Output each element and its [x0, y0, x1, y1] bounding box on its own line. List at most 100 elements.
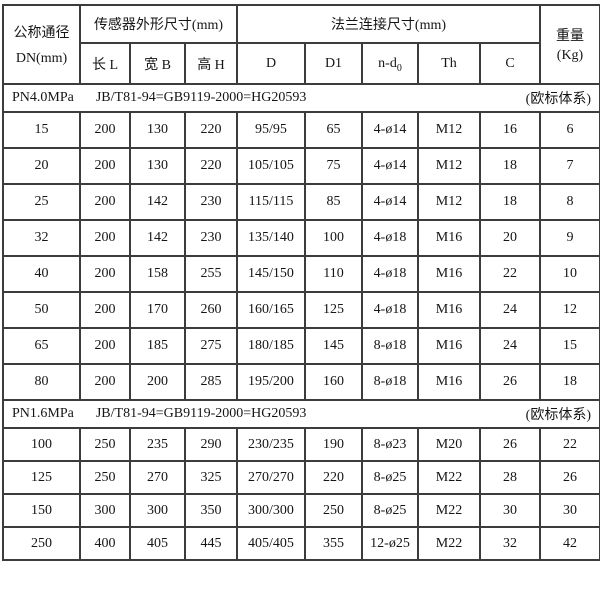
- cell-dn: 100: [2, 427, 81, 462]
- cell-c: 18: [479, 183, 541, 221]
- pressure-rating: PN4.0MPa: [12, 90, 74, 105]
- cell-n-d0: 8-ø25: [361, 493, 419, 528]
- cell-height-h: 230: [184, 219, 238, 257]
- cell-n-d0: 8-ø18: [361, 363, 419, 401]
- cell-c: 26: [479, 427, 541, 462]
- cell-d1: 145: [304, 327, 363, 365]
- cell-width-b: 130: [129, 147, 186, 185]
- cell-d: 180/185: [236, 327, 306, 365]
- cell-c: 18: [479, 147, 541, 185]
- cell-width-b: 158: [129, 255, 186, 293]
- cell-dn: 32: [2, 219, 81, 257]
- cell-c: 24: [479, 291, 541, 329]
- cell-c: 16: [479, 111, 541, 149]
- header-c: C: [479, 42, 541, 85]
- cell-n-d0: 4-ø14: [361, 111, 419, 149]
- cell-d1: 65: [304, 111, 363, 149]
- cell-height-h: 285: [184, 363, 238, 401]
- header-d: D: [236, 42, 306, 85]
- cell-weight-kg: 8: [539, 183, 600, 221]
- cell-dn: 125: [2, 460, 81, 495]
- table-row: 20 200 130 220 105/105 75 4-ø14 M12 18 7: [2, 147, 600, 185]
- table-row: 80 200 200 285 195/200 160 8-ø18 M16 26 18: [2, 363, 600, 401]
- cell-height-h: 260: [184, 291, 238, 329]
- cell-width-b: 142: [129, 183, 186, 221]
- section-line: PN4.0MPa JB/T81-94=GB9119-2000=HG20593 (欧标…: [5, 88, 598, 108]
- header-sub-row: 长 L 宽 B 高 H D D1 n-d0 Th C: [3, 42, 600, 85]
- section-row: PN4.0MPa JB/T81-94=GB9119-2000=HG20593 (欧标…: [2, 83, 600, 113]
- pressure-rating: PN1.6MPa: [12, 406, 74, 421]
- cell-dn: 40: [2, 255, 81, 293]
- cell-height-h: 275: [184, 327, 238, 365]
- cell-weight-kg: 30: [539, 493, 600, 528]
- header-nominal-diameter: 公称通径 DN(mm): [2, 4, 81, 85]
- header-sensor-dimensions-group: 传感器外形尺寸(mm): [79, 4, 238, 44]
- cell-weight-kg: 15: [539, 327, 600, 365]
- cell-height-h: 350: [184, 493, 238, 528]
- cell-length-l: 200: [79, 219, 131, 257]
- standard-code: JB/T81-94=GB9119-2000=HG20593: [95, 90, 307, 105]
- cell-weight-kg: 7: [539, 147, 600, 185]
- table-row: 65 200 185 275 180/185 145 8-ø18 M16 24 15: [2, 327, 600, 365]
- cell-width-b: 405: [129, 526, 186, 561]
- header-length: 长 L: [79, 42, 131, 85]
- nominal-diameter-label: 公称通径 DN(mm): [5, 22, 78, 67]
- cell-th: M20: [417, 427, 481, 462]
- cell-d1: 160: [304, 363, 363, 401]
- cell-length-l: 250: [79, 427, 131, 462]
- cell-dn: 65: [2, 327, 81, 365]
- cell-dn: 80: [2, 363, 81, 401]
- table-row: 40 200 158 255 145/150 110 4-ø18 M16 22 10: [2, 255, 600, 293]
- cell-length-l: 200: [79, 291, 131, 329]
- cell-length-l: 400: [79, 526, 131, 561]
- cell-width-b: 185: [129, 327, 186, 365]
- cell-n-d0: 4-ø18: [361, 219, 419, 257]
- header-flange-dimensions-group: 法兰连接尺寸(mm): [236, 4, 541, 44]
- cell-c: 20: [479, 219, 541, 257]
- cell-weight-kg: 9: [539, 219, 600, 257]
- cell-d1: 355: [304, 526, 363, 561]
- cell-th: M12: [417, 183, 481, 221]
- cell-height-h: 255: [184, 255, 238, 293]
- header-height: 高 H: [184, 42, 238, 85]
- section-cell: PN4.0MPa JB/T81-94=GB9119-2000=HG20593 (欧标…: [2, 83, 600, 113]
- table-header: 公称通径 DN(mm) 传感器外形尺寸(mm) 法兰连接尺寸(mm) 重量 (K…: [2, 4, 600, 85]
- cell-width-b: 170: [129, 291, 186, 329]
- cell-th: M22: [417, 460, 481, 495]
- nominal-diameter-line2: DN(mm): [15, 51, 68, 66]
- cell-dn: 20: [2, 147, 81, 185]
- cell-dn: 15: [2, 111, 81, 149]
- standard-code: JB/T81-94=GB9119-2000=HG20593: [95, 406, 307, 421]
- cell-d1: 85: [304, 183, 363, 221]
- cell-width-b: 200: [129, 363, 186, 401]
- cell-d1: 190: [304, 427, 363, 462]
- cell-height-h: 230: [184, 183, 238, 221]
- cell-d: 300/300: [236, 493, 306, 528]
- cell-d: 95/95: [236, 111, 306, 149]
- cell-d1: 220: [304, 460, 363, 495]
- cell-n-d0: 8-ø18: [361, 327, 419, 365]
- cell-length-l: 300: [79, 493, 131, 528]
- cell-d1: 250: [304, 493, 363, 528]
- cell-th: M16: [417, 363, 481, 401]
- cell-width-b: 130: [129, 111, 186, 149]
- cell-c: 26: [479, 363, 541, 401]
- cell-height-h: 445: [184, 526, 238, 561]
- cell-height-h: 325: [184, 460, 238, 495]
- cell-weight-kg: 22: [539, 427, 600, 462]
- weight-label: 重量 (Kg): [542, 25, 598, 64]
- header-group-row: 公称通径 DN(mm) 传感器外形尺寸(mm) 法兰连接尺寸(mm) 重量 (K…: [2, 4, 600, 85]
- cell-length-l: 200: [79, 327, 131, 365]
- cell-th: M12: [417, 147, 481, 185]
- cell-width-b: 142: [129, 219, 186, 257]
- cell-d: 195/200: [236, 363, 306, 401]
- cell-height-h: 220: [184, 147, 238, 185]
- header-th: Th: [417, 42, 481, 85]
- cell-dn: 250: [2, 526, 81, 561]
- cell-d1: 75: [304, 147, 363, 185]
- cell-th: M16: [417, 255, 481, 293]
- table-row: 125 250 270 325 270/270 220 8-ø25 M22 28 26: [2, 460, 600, 495]
- cell-th: M22: [417, 493, 481, 528]
- cell-d: 230/235: [236, 427, 306, 462]
- cell-length-l: 200: [79, 147, 131, 185]
